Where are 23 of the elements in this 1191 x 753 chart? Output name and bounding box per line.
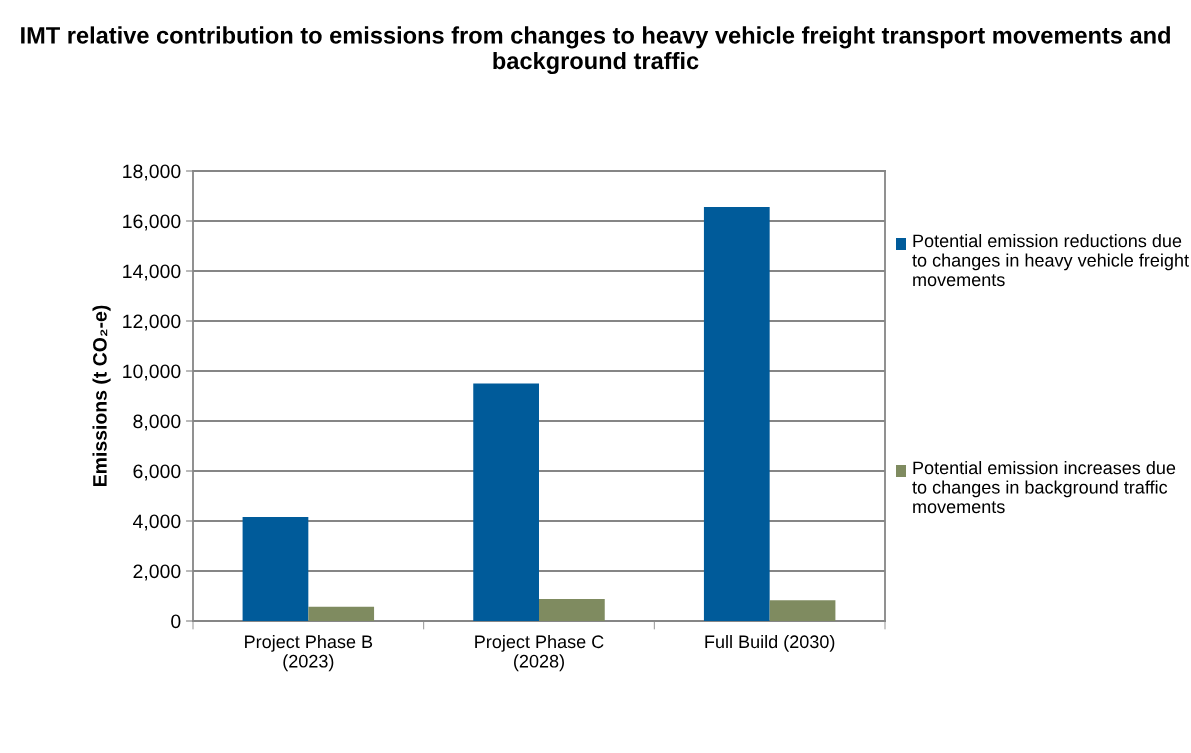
y-tick-label: 2,000 bbox=[133, 564, 181, 581]
y-tick-label: 0 bbox=[171, 614, 181, 629]
y-tick-label: 6,000 bbox=[133, 464, 181, 481]
x-tick-label: Full Build (2030) bbox=[705, 634, 835, 652]
y-tick-label: 16,000 bbox=[123, 214, 181, 231]
y-tick-label: 18,000 bbox=[123, 164, 181, 181]
bar bbox=[539, 599, 605, 621]
bar bbox=[473, 383, 539, 621]
bar bbox=[769, 600, 836, 621]
x-tick-label: Project Phase C (2028) bbox=[475, 634, 604, 672]
y-tick-label: 12,000 bbox=[123, 314, 181, 331]
y-tick-label: 8,000 bbox=[133, 414, 181, 431]
x-tick-label: Project Phase B (2023) bbox=[245, 634, 373, 672]
bar bbox=[308, 606, 375, 621]
legend-label: Potential emission reductions due to changes in heavy vehicle freight movements bbox=[912, 234, 1189, 287]
legend-label: Potential emission increases due to changes in background traffic movements bbox=[912, 461, 1176, 514]
y-tick-label: 10,000 bbox=[123, 364, 181, 381]
y-axis-title: Emissions (t CO₂-e) bbox=[92, 305, 111, 486]
bar bbox=[242, 517, 309, 621]
chart-title: IMT relative contribution to emissions from changes to heavy vehicle freight transport movements and background traffic bbox=[21, 26, 1170, 74]
y-tick-label: 4,000 bbox=[132, 514, 181, 531]
y-tick-label: 14,000 bbox=[123, 264, 181, 281]
bar bbox=[703, 207, 770, 621]
